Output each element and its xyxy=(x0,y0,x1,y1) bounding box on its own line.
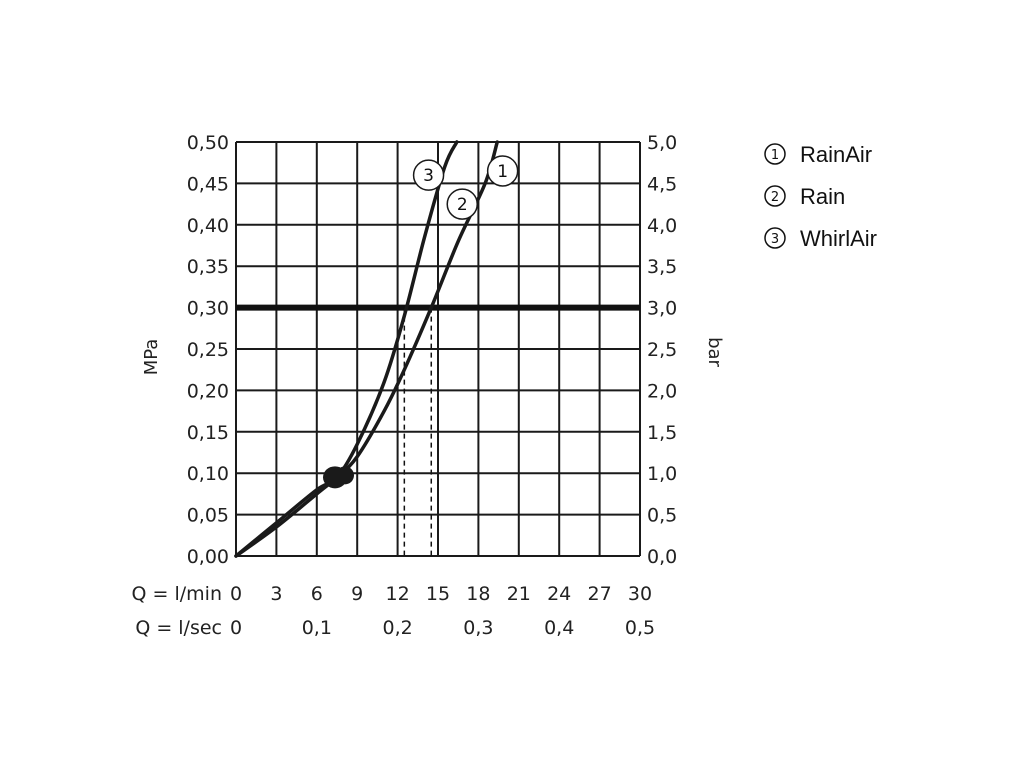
legend-marker-3-circle xyxy=(764,227,786,249)
y-left-tick-label: 0,15 xyxy=(187,422,229,444)
y-left-tick-label: 0,35 xyxy=(187,256,229,278)
y-right-tick-label: 2,0 xyxy=(647,380,677,402)
x-lmin-tick-label: 24 xyxy=(547,583,571,605)
series-line-2 xyxy=(234,140,459,558)
legend-entry-rain: Rain xyxy=(800,184,845,209)
legend-entry-rainair: RainAir xyxy=(800,142,872,167)
curve-markers: 3 1 2 xyxy=(412,155,519,220)
x-lmin-tick-label: 6 xyxy=(311,583,323,605)
grid xyxy=(235,141,641,557)
x-lsec-tick-label: 0,5 xyxy=(625,617,655,639)
y-left-tick-label: 0,45 xyxy=(187,173,229,195)
y-left-tick-label: 0,00 xyxy=(187,546,229,568)
y-left-tick-label: 0,10 xyxy=(187,463,229,485)
reference-line-layer xyxy=(236,304,640,556)
curve-marker-1-circle xyxy=(486,155,519,187)
curve-marker-3-label: 3 xyxy=(423,166,434,186)
x-lsec-tick-label: 0 xyxy=(230,617,242,639)
x-lmin-tick-label: 3 xyxy=(270,583,282,605)
x-lmin-tick-label: 15 xyxy=(426,583,450,605)
x-lmin-axis-title: Q = l/min xyxy=(132,583,222,605)
legend: 1 RainAir 2 Rain 3 WhirlAir xyxy=(764,142,877,251)
curve-marker-2-circle xyxy=(446,188,478,220)
y-right-tick-label: 3,0 xyxy=(647,298,677,320)
tick-labels: 0,000,050,100,150,200,250,300,350,400,45… xyxy=(187,132,678,639)
x-lmin-tick-label: 0 xyxy=(230,583,242,605)
x-lmin-tick-label: 18 xyxy=(466,583,490,605)
legend-marker-3-label: 3 xyxy=(771,232,779,247)
x-lsec-tick-label: 0,2 xyxy=(382,617,412,639)
x-lsec-tick-label: 0,4 xyxy=(544,617,574,639)
legend-marker-2-circle xyxy=(764,185,786,207)
y-left-tick-label: 0,50 xyxy=(187,132,229,154)
x-lmin-tick-label: 27 xyxy=(588,583,612,605)
y-left-tick-label: 0,40 xyxy=(187,215,229,237)
y-right-tick-label: 0,0 xyxy=(647,546,677,568)
y-left-tick-label: 0,30 xyxy=(187,298,229,320)
y-right-tick-label: 0,5 xyxy=(647,505,677,527)
x-lsec-axis-title: Q = l/sec xyxy=(135,617,222,639)
y-right-tick-label: 1,5 xyxy=(647,422,677,444)
curve-marker-1-label: 1 xyxy=(497,162,508,182)
curve-marker-2-label: 2 xyxy=(457,195,468,215)
curve-junction-point xyxy=(336,466,354,485)
y-left-axis-title: MPa xyxy=(141,339,162,376)
y-right-axis-title: bar xyxy=(704,337,725,367)
legend-entry-whirlair: WhirlAir xyxy=(800,226,877,251)
y-right-tick-label: 5,0 xyxy=(647,132,677,154)
x-lmin-tick-label: 30 xyxy=(628,583,652,605)
y-right-tick-label: 1,0 xyxy=(647,463,677,485)
x-lsec-tick-label: 0,1 xyxy=(302,617,332,639)
x-lmin-tick-label: 9 xyxy=(351,583,363,605)
x-lmin-tick-label: 12 xyxy=(386,583,410,605)
y-left-tick-label: 0,25 xyxy=(187,339,229,361)
legend-marker-2-label: 2 xyxy=(771,190,779,205)
x-lmin-tick-label: 21 xyxy=(507,583,531,605)
y-left-tick-label: 0,20 xyxy=(187,380,229,402)
curves xyxy=(234,140,500,558)
y-right-tick-label: 4,5 xyxy=(647,173,677,195)
y-right-tick-label: 4,0 xyxy=(647,215,677,237)
series-line-1 xyxy=(234,140,500,558)
y-right-tick-label: 3,5 xyxy=(647,256,677,278)
y-left-tick-label: 0,05 xyxy=(187,505,229,527)
curve-marker-3-circle xyxy=(412,159,445,191)
x-lsec-tick-label: 0,3 xyxy=(463,617,493,639)
legend-marker-1-label: 1 xyxy=(771,148,779,163)
y-right-tick-label: 2,5 xyxy=(647,339,677,361)
legend-marker-1-circle xyxy=(764,143,786,165)
